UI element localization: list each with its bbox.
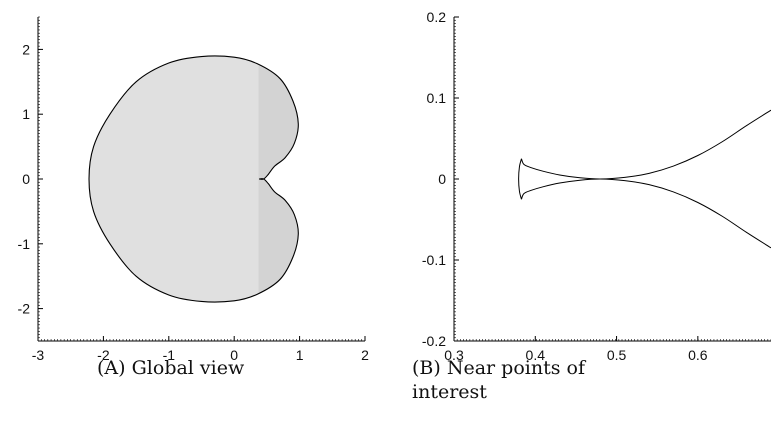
a-x-tick-label: -2 [97, 347, 110, 363]
b-y-tick-label: 0.2 [427, 9, 447, 25]
a-x-tick-label: 2 [361, 347, 369, 363]
b-curve-1 [520, 178, 771, 249]
b-x-tick-label: 0.5 [607, 347, 627, 363]
a-y-tick-label: 1 [22, 106, 30, 122]
b-x-tick-label: 0.3 [444, 347, 464, 363]
a-x-tick-label: -1 [163, 347, 176, 363]
a-y-tick-label: 0 [22, 171, 30, 187]
b-y-tick-label: 0 [438, 171, 446, 187]
a-region-fill-left [89, 55, 259, 303]
b-curve-0 [520, 109, 771, 180]
caption-b-letter: B [419, 357, 434, 379]
a-region-fill-right [258, 64, 299, 294]
caption-b: (B) Near points of interest [412, 357, 585, 403]
caption-b-text-line1: Near points of [446, 357, 585, 379]
a-boundary-curve [88, 55, 299, 303]
caption-a-text: Global view [131, 357, 245, 379]
b-x-tick-label: 0.4 [526, 347, 546, 363]
b-y-tick-label: 0.1 [427, 90, 447, 106]
a-y-tick-label: 2 [22, 41, 30, 57]
b-y-tick-label: -0.2 [422, 333, 446, 349]
b-x-tick-label: 0.6 [688, 347, 708, 363]
a-x-tick-label: -3 [32, 347, 45, 363]
a-x-tick-label: 1 [296, 347, 304, 363]
caption-a-letter: A [104, 357, 119, 379]
caption-b-text-line2: interest [412, 381, 487, 403]
a-y-tick-label: -1 [18, 236, 31, 252]
a-y-tick-label: -2 [18, 301, 31, 317]
a-x-tick-label: 0 [230, 347, 238, 363]
b-y-tick-label: -0.1 [422, 252, 446, 268]
b-curve-2 [518, 158, 522, 200]
caption-a: (A) Global view [97, 357, 245, 379]
